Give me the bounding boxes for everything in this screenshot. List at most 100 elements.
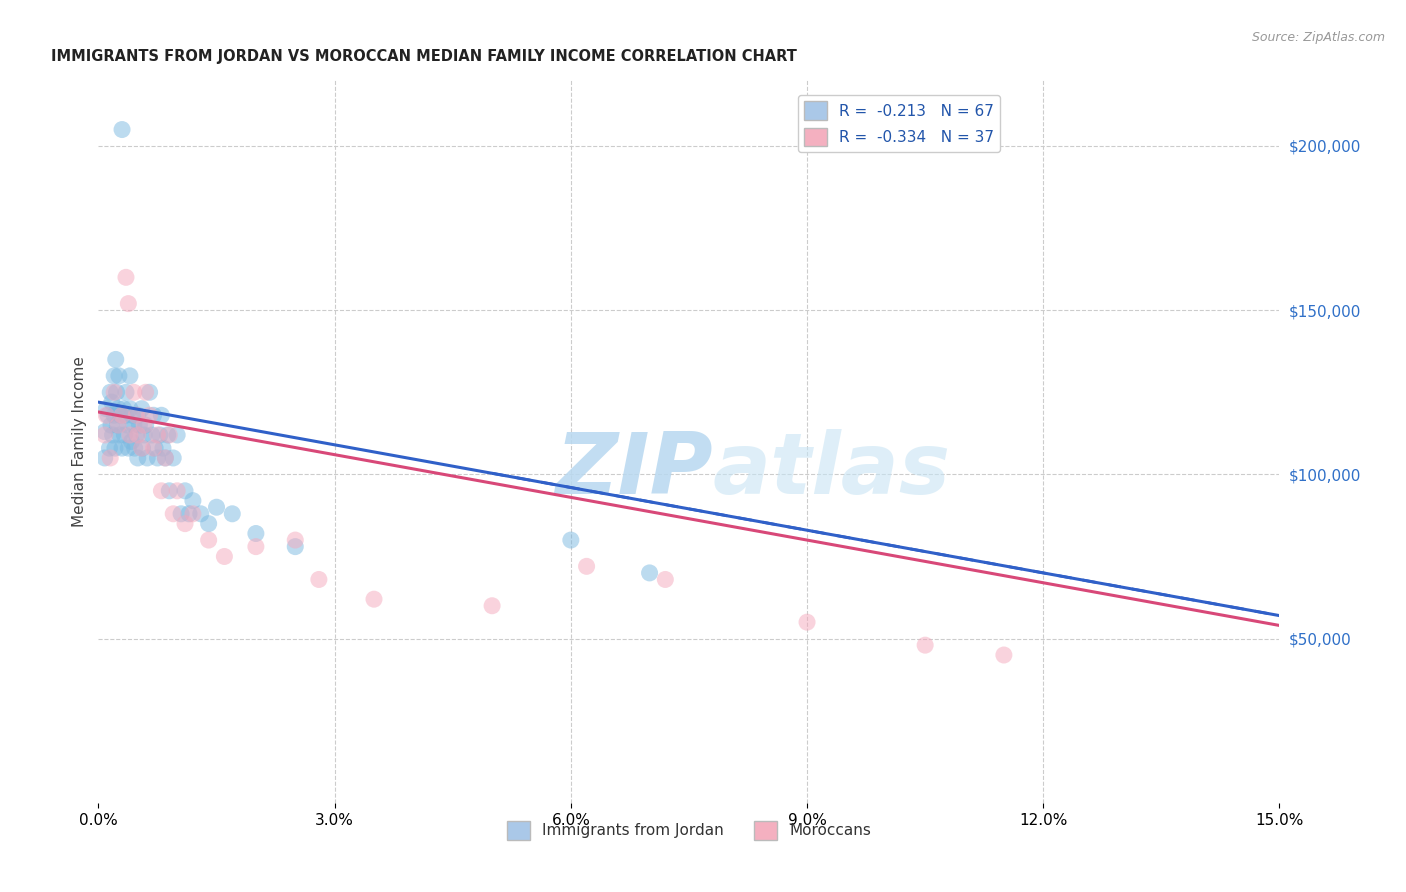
Point [98, 385, 121, 400]
Point [152, 441, 174, 455]
Point [93, 450, 115, 465]
Point [155, 450, 177, 465]
Point [146, 428, 169, 442]
Point [157, 428, 180, 442]
Point [127, 428, 149, 442]
Point [308, 573, 330, 587]
Point [157, 483, 180, 498]
Point [128, 418, 150, 433]
Point [190, 507, 212, 521]
Point [127, 409, 149, 423]
Point [150, 409, 173, 423]
Point [127, 450, 149, 465]
Y-axis label: Median Family Income: Median Family Income [72, 356, 87, 527]
Point [101, 428, 124, 442]
Point [115, 385, 138, 400]
Point [221, 507, 243, 521]
Point [108, 368, 131, 383]
Point [162, 507, 184, 521]
Point [197, 533, 219, 547]
Point [124, 441, 146, 455]
Point [131, 441, 153, 455]
Text: ZIP: ZIP [555, 429, 713, 512]
Point [135, 418, 157, 433]
Point [103, 385, 125, 400]
Point [131, 401, 153, 416]
Point [363, 592, 385, 607]
Point [166, 428, 188, 442]
Point [98, 450, 121, 465]
Point [121, 434, 143, 449]
Point [177, 507, 200, 521]
Point [117, 441, 139, 455]
Point [96, 401, 118, 416]
Point [97, 409, 120, 423]
Point [150, 483, 173, 498]
Point [111, 122, 134, 136]
Point [100, 418, 122, 433]
Point [122, 385, 145, 400]
Point [107, 401, 129, 416]
Point [197, 516, 219, 531]
Point [105, 385, 128, 400]
Point [112, 428, 135, 442]
Point [103, 409, 125, 423]
Point [156, 428, 179, 442]
Point [181, 493, 204, 508]
Point [149, 428, 172, 442]
Point [181, 507, 204, 521]
Point [170, 507, 193, 521]
Point [121, 409, 143, 423]
Point [142, 409, 165, 423]
Point [481, 599, 503, 613]
Point [117, 296, 139, 310]
Point [146, 450, 169, 465]
Point [162, 450, 184, 465]
Point [96, 409, 118, 423]
Point [135, 385, 157, 400]
Point [993, 648, 1015, 662]
Point [118, 428, 141, 442]
Point [575, 559, 598, 574]
Point [155, 450, 177, 465]
Point [654, 573, 676, 587]
Point [174, 516, 197, 531]
Point [131, 441, 153, 455]
Point [108, 428, 131, 442]
Point [104, 352, 127, 367]
Point [132, 418, 155, 433]
Point [132, 428, 155, 442]
Point [245, 540, 267, 554]
Point [205, 500, 228, 515]
Point [112, 401, 135, 416]
Point [638, 566, 661, 580]
Point [796, 615, 818, 630]
Point [560, 533, 582, 547]
Point [115, 270, 138, 285]
Point [136, 450, 159, 465]
Legend: Immigrants from Jordan, Moroccans: Immigrants from Jordan, Moroccans [501, 815, 877, 846]
Text: IMMIGRANTS FROM JORDAN VS MOROCCAN MEDIAN FAMILY INCOME CORRELATION CHART: IMMIGRANTS FROM JORDAN VS MOROCCAN MEDIA… [51, 49, 797, 64]
Point [117, 418, 139, 433]
Point [125, 428, 148, 442]
Point [105, 418, 128, 433]
Point [143, 441, 166, 455]
Point [110, 409, 132, 423]
Point [93, 425, 115, 439]
Text: Source: ZipAtlas.com: Source: ZipAtlas.com [1251, 31, 1385, 45]
Point [166, 483, 188, 498]
Point [284, 533, 307, 547]
Point [118, 401, 141, 416]
Point [142, 441, 165, 455]
Point [122, 418, 145, 433]
Point [93, 428, 115, 442]
Point [101, 395, 124, 409]
Point [98, 441, 121, 455]
Point [138, 409, 160, 423]
Point [214, 549, 236, 564]
Point [104, 441, 127, 455]
Point [103, 368, 125, 383]
Point [118, 368, 141, 383]
Point [174, 483, 197, 498]
Point [138, 385, 160, 400]
